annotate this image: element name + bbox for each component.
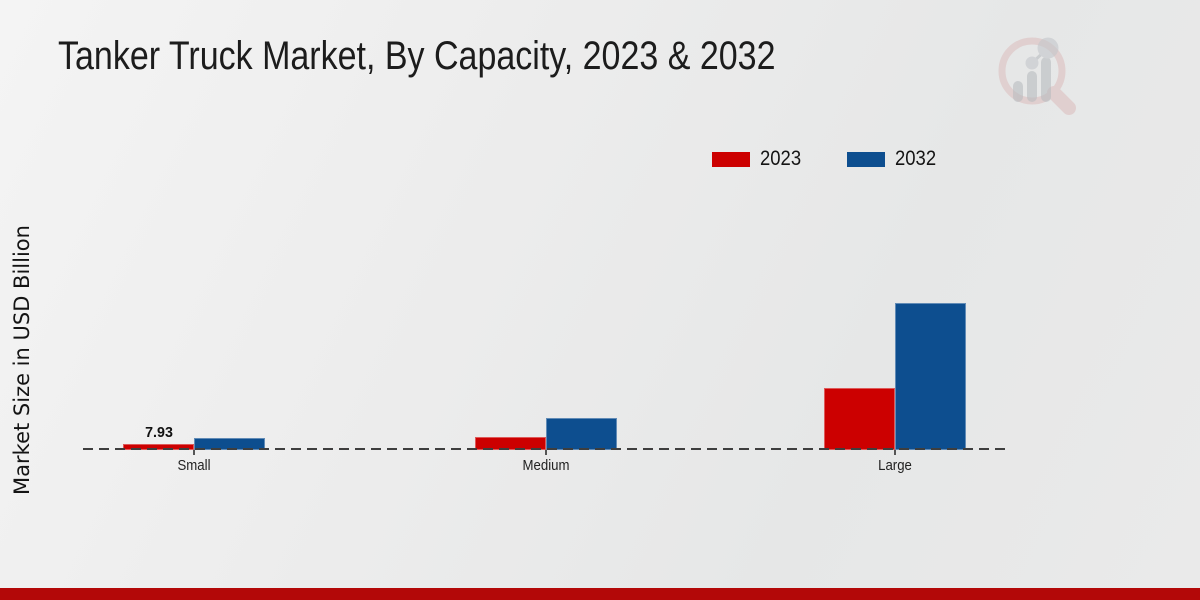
legend-label-2023: 2023	[760, 147, 802, 170]
bar-2023-small	[123, 444, 194, 450]
x-axis-baseline	[83, 448, 1007, 450]
legend-swatch-2032	[846, 151, 885, 167]
x-axis-label-large: Large	[877, 457, 912, 474]
bar-2032-medium	[545, 418, 617, 450]
legend: 2023 2032	[712, 147, 941, 171]
bar-2032-large	[894, 303, 966, 450]
magnifier-bar-chart-logo-icon	[998, 37, 1076, 115]
bar-2023-medium	[474, 437, 546, 450]
legend-item-2023: 2023	[712, 147, 807, 171]
bar-2023-large	[823, 388, 895, 450]
bar-2032-small	[194, 438, 265, 450]
bar-value-label: 7.93	[144, 424, 173, 441]
legend-item-2032: 2032	[846, 147, 942, 171]
chart-title: Tanker Truck Market, By Capacity, 2023 &…	[58, 34, 776, 78]
x-axis-label-small: Small	[177, 457, 211, 474]
legend-label-2032: 2032	[894, 147, 936, 170]
x-axis-tick	[193, 450, 195, 455]
legend-swatch-2023	[712, 151, 750, 167]
footer-accent-bar	[0, 588, 1200, 600]
x-axis-label-medium: Medium	[522, 457, 569, 474]
x-axis-tick	[544, 450, 547, 455]
x-axis-tick	[893, 450, 896, 455]
